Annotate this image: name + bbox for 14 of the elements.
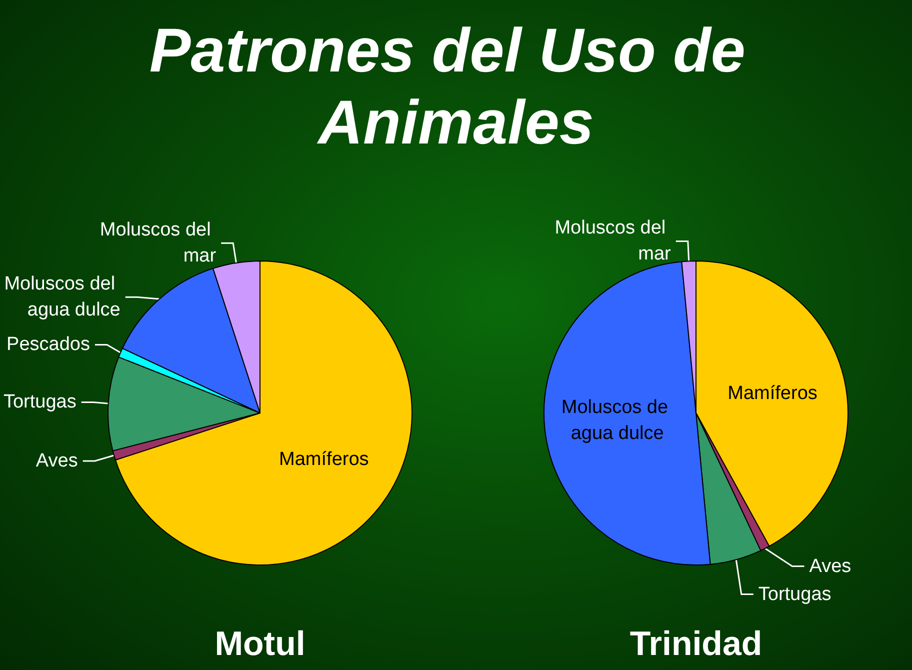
slice-label: Pescados [6, 334, 90, 356]
slice-label: Tortugas [758, 584, 832, 605]
slice-label: Mamíferos [279, 448, 369, 470]
slice-label: Aves [36, 450, 78, 472]
slice-label: Moluscos del mar [100, 220, 217, 267]
slice-label: Aves [809, 556, 852, 577]
text: Motul [214, 625, 306, 663]
slice-label: Moluscos del mar [554, 218, 672, 265]
text: Patrones del Uso de Animales [149, 16, 763, 158]
slice-label: Tortugas [3, 392, 76, 413]
slice-label: Mamíferos [728, 382, 818, 404]
text: Trinidad [630, 625, 762, 663]
slice-label: Moluscos de agua dulce [561, 396, 674, 444]
slice-label: Moluscos del agua dulce [4, 274, 120, 321]
